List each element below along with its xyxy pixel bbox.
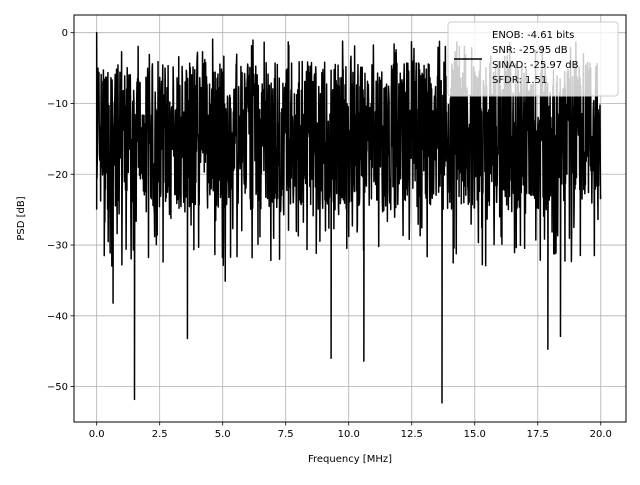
legend-line-sfdr: SFDR: 1.51 [492,75,547,86]
y-tick-label: −40 [47,311,68,322]
legend: ENOB: -4.61 bits SNR: -25.95 dB SINAD: -… [447,21,619,97]
legend-line-enob: ENOB: -4.61 bits [492,30,574,41]
series-group [95,31,602,404]
x-axis-ticks: 0.0 2.5 5.0 7.5 10.0 12.5 15.0 17.5 20.0 [89,422,612,440]
x-tick-label: 15.0 [464,429,486,440]
legend-line-sinad: SINAD: -25.97 dB [492,60,579,71]
y-tick-label: −10 [47,99,68,110]
x-tick-label: 5.0 [215,429,231,440]
x-axis-label: Frequency [MHz] [308,454,392,465]
x-tick-label: 17.5 [527,429,549,440]
psd-series-line [95,31,602,404]
y-tick-label: 0 [62,28,68,39]
legend-box [447,21,619,97]
x-tick-label: 2.5 [152,429,168,440]
x-tick-label: 10.0 [338,429,360,440]
x-tick-label: 20.0 [590,429,612,440]
y-axis-label: PSD [dB] [16,196,27,240]
legend-line-snr: SNR: -25.95 dB [492,45,568,56]
y-axis-ticks: 0 −10 −20 −30 −40 −50 [47,28,74,393]
x-tick-label: 7.5 [278,429,294,440]
y-tick-label: −50 [47,382,68,393]
plot-frame [73,14,627,423]
x-tick-label: 0.0 [89,429,105,440]
y-tick-label: −30 [47,241,68,252]
x-tick-label: 12.5 [401,429,423,440]
y-tick-label: −20 [47,170,68,181]
